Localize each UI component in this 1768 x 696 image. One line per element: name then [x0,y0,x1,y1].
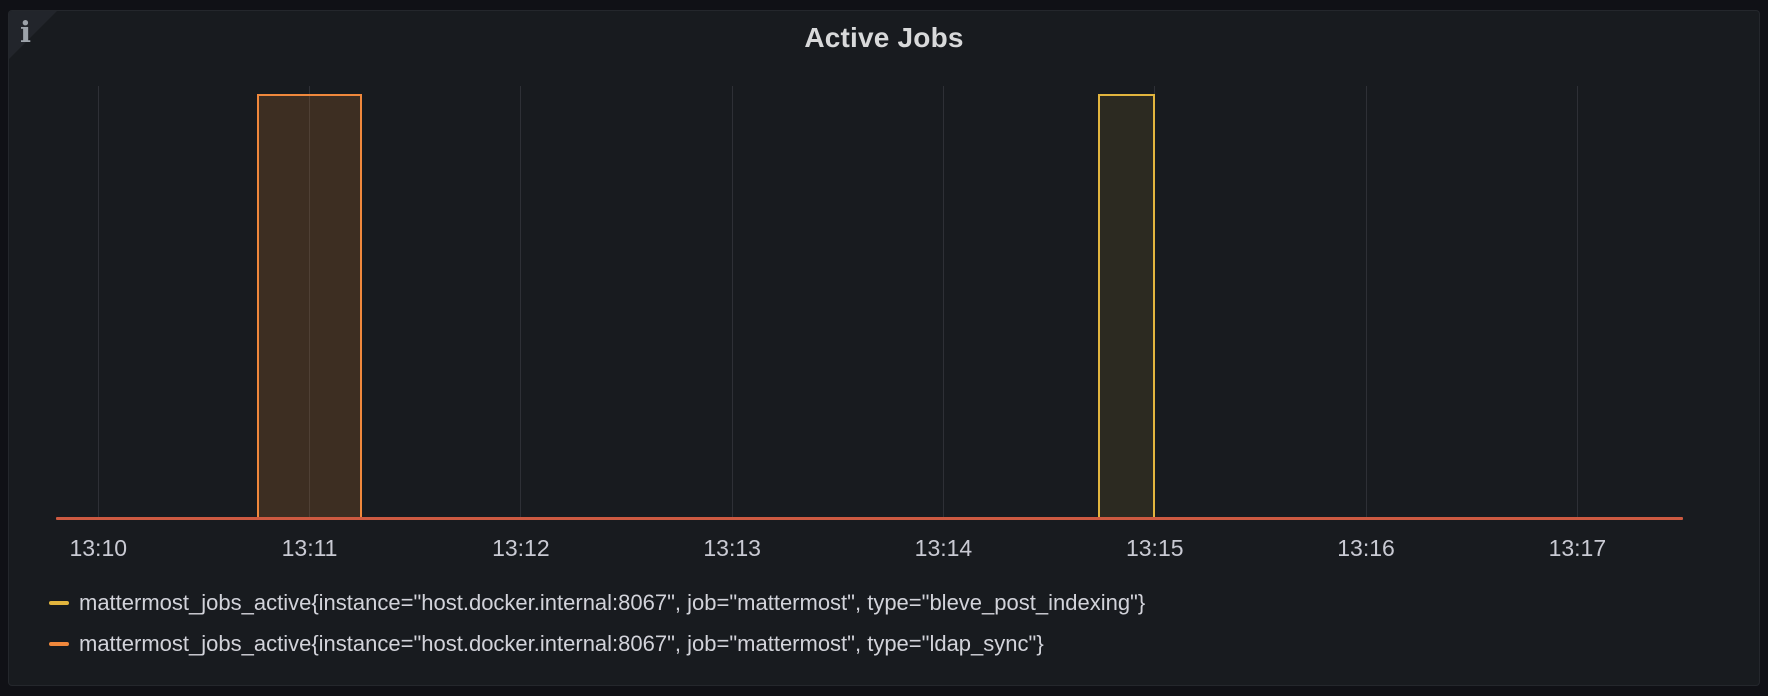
panel-active-jobs: i Active Jobs 13:10 13:11 13:12 13:13 13:14 1… [8,10,1760,686]
legend-label: mattermost_jobs_active{instance="host.do… [79,589,1146,615]
x-tick-label: 13:10 [69,535,128,561]
series-bar-yellow [1098,94,1155,518]
legend: mattermost_jobs_active{instance="host.do… [49,589,1145,671]
zero-value-line [56,517,1683,520]
series-bar-orange [256,94,363,518]
x-tick-label: 13:16 [1337,535,1395,561]
x-tick-label: 13:13 [703,535,761,561]
legend-item-ldap-sync[interactable]: mattermost_jobs_active{instance="host.do… [49,630,1145,657]
x-gridline [1154,86,1156,518]
x-gridline [731,86,733,518]
x-gridline [1365,86,1367,518]
x-tick-label: 13:12 [492,535,550,561]
panel-title[interactable]: Active Jobs [804,22,964,53]
series-color-dash-icon [49,600,69,605]
x-gridline [1576,86,1578,518]
legend-item-bleve-post-indexing[interactable]: mattermost_jobs_active{instance="host.do… [49,589,1145,616]
plot-area[interactable]: 13:10 13:11 13:12 13:13 13:14 13:15 13:16 13:17 [9,11,1759,685]
series-color-dash-icon [49,641,69,646]
x-tick-label: 13:15 [1125,535,1184,561]
x-gridline [97,86,99,518]
x-tick-label: 13:11 [281,535,338,561]
x-tick-label: 13:14 [914,535,973,561]
legend-label: mattermost_jobs_active{instance="host.do… [79,630,1044,656]
x-gridline [309,86,311,518]
x-tick-label: 13:17 [1548,535,1607,561]
panel-info-corner[interactable] [9,11,57,59]
x-gridline [520,86,522,518]
x-gridline [942,86,944,518]
info-icon: i [20,15,32,49]
